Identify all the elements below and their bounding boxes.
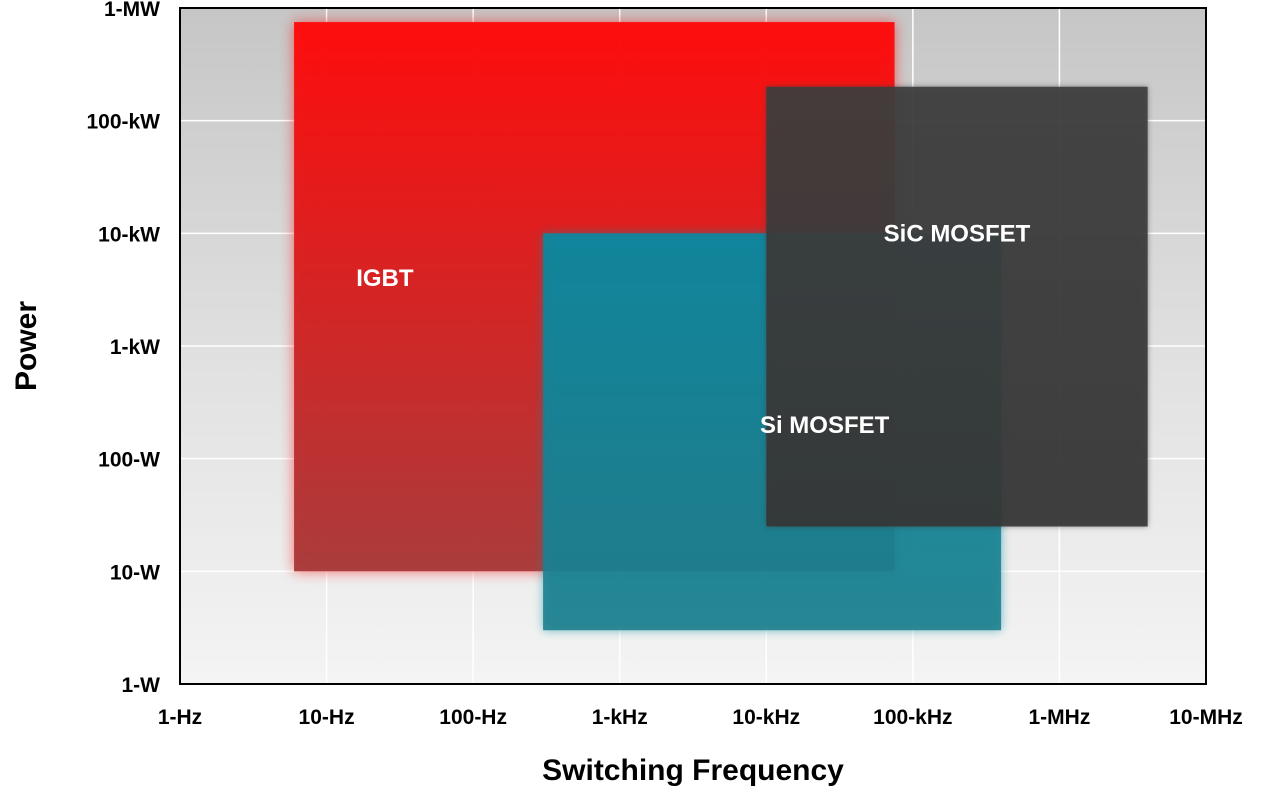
y-axis-title: Power xyxy=(10,301,43,391)
region-label-sic-mosfet: SiC MOSFET xyxy=(884,220,1031,247)
y-tick-label: 1-W xyxy=(122,674,161,697)
y-axis: 1-W 10-W 100-W 1-kW 10-kW 100-kW 1-MW xyxy=(86,0,160,697)
x-tick-label: 1-kHz xyxy=(592,706,648,729)
x-axis: 1-Hz 10-Hz 100-Hz 1-kHz 10-kHz 100-kHz 1-MHz 10… xyxy=(158,706,1243,729)
x-tick-label: 100-kHz xyxy=(873,706,952,729)
x-tick-label: 10-Hz xyxy=(299,706,355,729)
regions xyxy=(294,22,1148,631)
region-labels: IGBT Si MOSFET SiC MOSFET xyxy=(356,220,1030,438)
x-tick-label: 100-Hz xyxy=(439,706,507,729)
x-axis-title: Switching Frequency xyxy=(542,754,844,786)
region-label-igbt: IGBT xyxy=(356,265,414,292)
plot-frame xyxy=(179,7,1207,685)
y-tick-label: 10-W xyxy=(110,561,160,584)
y-tick-label: 10-kW xyxy=(98,223,160,246)
y-tick-label: 100-kW xyxy=(86,111,160,134)
y-tick-label: 100-W xyxy=(98,449,160,472)
x-tick-label: 1-MHz xyxy=(1029,706,1091,729)
region-label-si-mosfet: Si MOSFET xyxy=(760,412,890,439)
y-tick-label: 1-MW xyxy=(104,0,160,21)
region-sic-mosfet xyxy=(766,86,1148,527)
y-tick-label: 1-kW xyxy=(110,336,160,359)
x-tick-label: 10-MHz xyxy=(1169,706,1243,729)
x-tick-label: 10-kHz xyxy=(732,706,800,729)
x-tick-label: 1-Hz xyxy=(158,706,202,729)
